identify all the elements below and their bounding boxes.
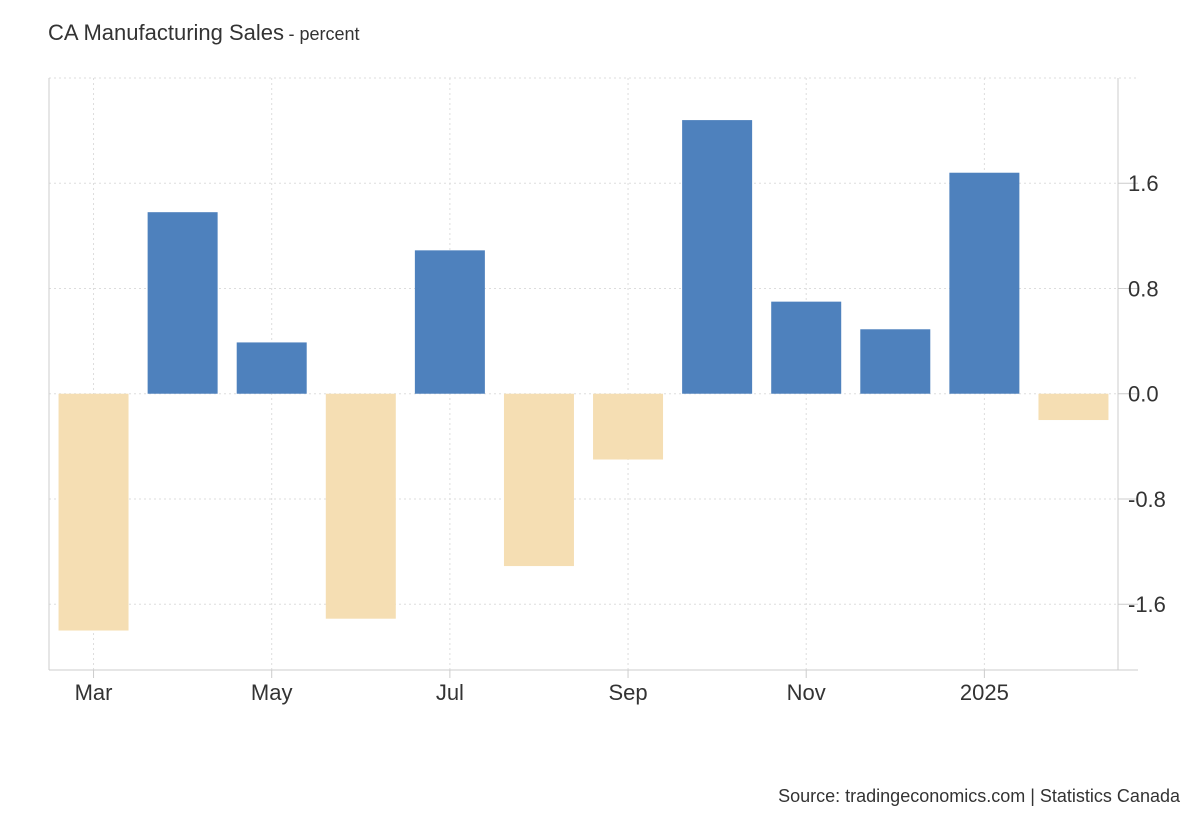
bar-2025-02 bbox=[1038, 393, 1109, 421]
y-tick-label: 0.0 bbox=[1128, 382, 1159, 407]
chart-title: CA Manufacturing Sales - percent bbox=[48, 20, 360, 46]
bar-2024-08 bbox=[503, 393, 574, 567]
y-tick-label: -1.6 bbox=[1128, 592, 1166, 617]
bar-2024-03 bbox=[58, 393, 129, 631]
x-axis-ticks: Mar May Jul Sep Nov 2025 bbox=[75, 680, 1009, 705]
bar-2024-04 bbox=[147, 212, 218, 394]
bar-2024-07 bbox=[414, 250, 485, 394]
x-tick-label: Sep bbox=[608, 680, 647, 705]
y-tick-label: -0.8 bbox=[1128, 487, 1166, 512]
bar-2024-06 bbox=[325, 393, 396, 619]
chart-title-main: CA Manufacturing Sales bbox=[48, 20, 285, 45]
x-tick-label: 2025 bbox=[960, 680, 1009, 705]
chart-bars bbox=[58, 120, 1109, 631]
x-tick-label: Mar bbox=[75, 680, 113, 705]
source-note: Source: tradingeconomics.com | Statistic… bbox=[778, 786, 1180, 806]
bar-2024-12 bbox=[860, 329, 931, 394]
x-tick-label: Nov bbox=[787, 680, 826, 705]
bar-2024-10 bbox=[682, 120, 753, 394]
y-tick-label: 0.8 bbox=[1128, 276, 1159, 301]
bar-2024-05 bbox=[236, 342, 307, 394]
bar-2025-01 bbox=[949, 172, 1020, 394]
bar-2024-11 bbox=[771, 301, 842, 394]
y-tick-label: 1.6 bbox=[1128, 171, 1159, 196]
bar-2024-09 bbox=[593, 393, 664, 460]
chart-axes bbox=[48, 78, 1138, 678]
x-tick-label: Jul bbox=[436, 680, 464, 705]
y-axis-ticks: -1.6 -0.8 0.0 0.8 1.6 bbox=[1128, 171, 1166, 617]
x-tick-label: May bbox=[251, 680, 293, 705]
chart-title-unit: - percent bbox=[288, 24, 360, 44]
